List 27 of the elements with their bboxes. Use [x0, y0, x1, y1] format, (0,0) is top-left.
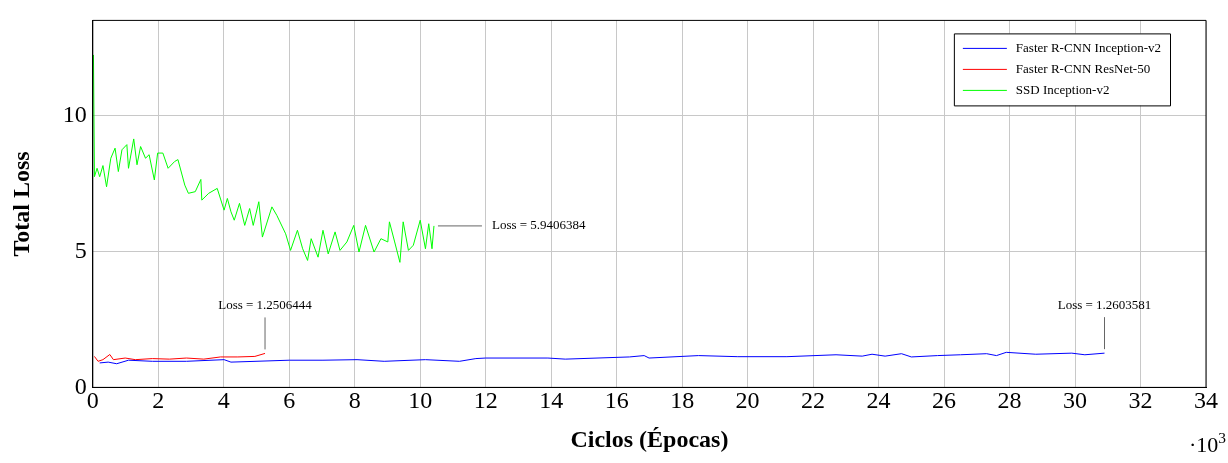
x-tick-label: 10 [408, 387, 433, 414]
x-tick-label: 28 [997, 387, 1022, 414]
legend-label: SSD Inception-v2 [1015, 81, 1110, 97]
x-tick-label: 8 [348, 387, 361, 414]
x-tick-label: 34 [1194, 387, 1218, 414]
x-tick-label: 14 [539, 387, 564, 414]
annotation: Loss = 1.2603581 [1057, 296, 1152, 312]
x-tick-label: 20 [735, 387, 760, 414]
annotation: Loss = 5.9406384 [491, 217, 587, 233]
annotation: Loss = 1.2506444 [218, 296, 313, 312]
x-tick-label: 16 [604, 387, 629, 414]
legend-label: Faster R-CNN ResNet-50 [1015, 60, 1151, 76]
x-tick-label: 30 [1063, 387, 1088, 414]
x-tick-label: 12 [473, 387, 498, 414]
x-tick-label: 6 [283, 387, 296, 414]
y-tick-label: 10 [62, 100, 87, 127]
x-tick-label: 22 [801, 387, 826, 414]
x-tick-label: 2 [152, 387, 165, 414]
y-axis-title: Total Loss [7, 151, 34, 257]
x-tick-label: 26 [932, 387, 957, 414]
x-axis-title: Ciclos (Épocas) [570, 425, 729, 452]
y-tick-label: 5 [74, 236, 87, 263]
x-tick-label: 4 [217, 387, 230, 414]
legend-label: Faster R-CNN Inception-v2 [1015, 39, 1161, 55]
x-tick-label: 18 [670, 387, 695, 414]
x-tick-label: 24 [866, 387, 891, 414]
x-tick-label: 32 [1128, 387, 1153, 414]
